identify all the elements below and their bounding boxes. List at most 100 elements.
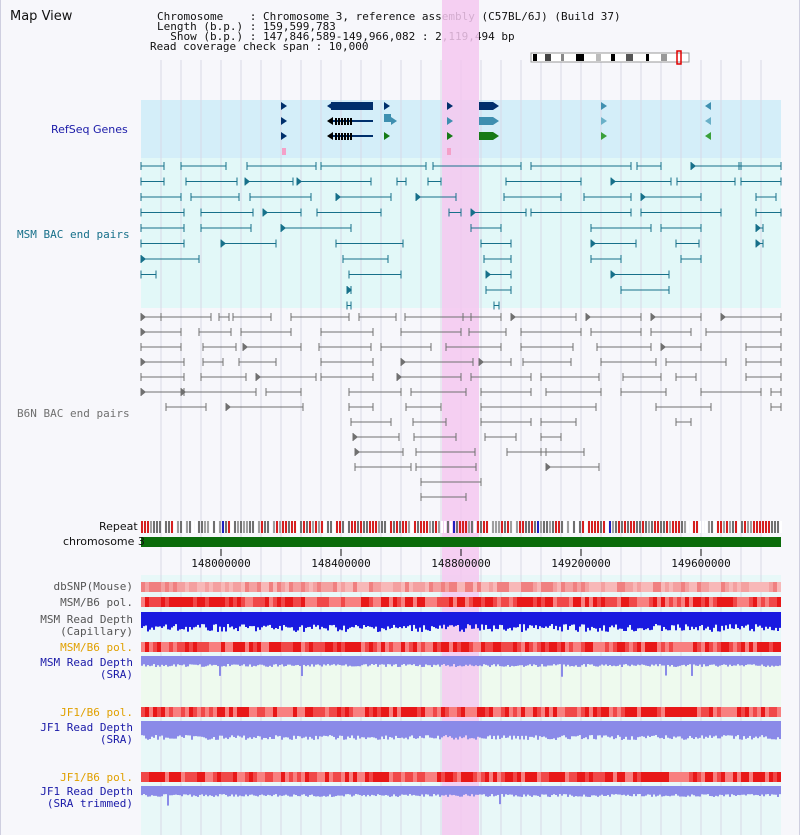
polymorphism-cell bbox=[629, 597, 633, 607]
read-depth-bar bbox=[339, 656, 341, 665]
msm-bac-label[interactable]: MSM BAC end pairs bbox=[17, 228, 130, 241]
read-depth-bar bbox=[177, 612, 179, 631]
polymorphism-cell bbox=[437, 642, 441, 652]
read-depth-bar bbox=[605, 786, 607, 796]
read-depth-bar bbox=[615, 656, 617, 667]
read-depth-bar bbox=[421, 656, 423, 667]
read-depth-bar bbox=[423, 721, 425, 739]
repeat-feature bbox=[621, 521, 623, 533]
polymorphism-cell bbox=[753, 642, 757, 652]
polymorphism-cell bbox=[401, 597, 405, 607]
polymorphism-cell bbox=[737, 772, 741, 782]
read-depth-bar bbox=[317, 721, 319, 740]
read-depth-bar bbox=[503, 656, 505, 667]
read-depth-bar bbox=[377, 612, 379, 632]
read-depth-bar bbox=[399, 721, 401, 739]
read-depth-bar bbox=[521, 656, 523, 666]
repeat-feature bbox=[246, 521, 248, 533]
read-depth-bar bbox=[163, 656, 165, 667]
read-depth-bar bbox=[297, 656, 299, 665]
polymorphism-cell bbox=[345, 597, 349, 607]
polymorphism-cell bbox=[229, 582, 233, 592]
repeat-feature bbox=[420, 521, 422, 533]
polymorphism-cell bbox=[377, 707, 381, 717]
polymorphism-cell bbox=[249, 582, 253, 592]
polymorphism-cell bbox=[385, 582, 389, 592]
polymorphism-cell bbox=[769, 707, 773, 717]
read-depth-bar bbox=[523, 656, 525, 667]
polymorphism-cell bbox=[617, 642, 621, 652]
read-depth-bar bbox=[549, 612, 551, 626]
polymorphism-cell bbox=[629, 642, 633, 652]
polymorphism-cell bbox=[721, 772, 725, 782]
polymorphism-cell bbox=[221, 707, 225, 717]
polymorphism-cell bbox=[689, 642, 693, 652]
polymorphism-cell bbox=[525, 772, 529, 782]
read-depth-bar bbox=[669, 612, 671, 631]
read-depth-bar bbox=[313, 786, 315, 797]
polymorphism-cell bbox=[365, 772, 369, 782]
polymorphism-cell bbox=[497, 582, 501, 592]
polymorphism-cell bbox=[513, 597, 517, 607]
repeat-feature bbox=[630, 521, 632, 533]
read-depth-bar bbox=[357, 612, 359, 627]
polymorphism-cell bbox=[537, 772, 541, 782]
read-depth-bar bbox=[293, 721, 295, 736]
polymorphism-cell bbox=[669, 642, 673, 652]
polymorphism-cell bbox=[217, 642, 221, 652]
polymorphism-cell bbox=[321, 642, 325, 652]
read-depth-bar bbox=[411, 656, 413, 666]
read-depth-bar bbox=[231, 786, 233, 795]
polymorphism-cell bbox=[569, 642, 573, 652]
read-depth-bar bbox=[169, 721, 171, 739]
read-depth-bar bbox=[151, 612, 153, 628]
read-depth-bar bbox=[219, 656, 221, 676]
polymorphism-cell bbox=[725, 597, 729, 607]
repeat-feature bbox=[729, 521, 731, 533]
read-depth-bar bbox=[765, 721, 767, 737]
polymorphism-cell bbox=[301, 707, 305, 717]
read-depth-bar bbox=[775, 612, 777, 628]
read-depth-bar bbox=[637, 612, 639, 629]
jf1-read-depth-sra-sublabel: (SRA) bbox=[99, 733, 133, 746]
read-depth-bar bbox=[169, 656, 171, 667]
repeat-feature bbox=[192, 521, 194, 533]
read-depth-bar bbox=[213, 786, 215, 797]
repeat-feature bbox=[582, 521, 584, 533]
repeat-feature bbox=[738, 521, 740, 533]
polymorphism-cell bbox=[705, 642, 709, 652]
polymorphism-cell bbox=[645, 707, 649, 717]
polymorphism-cell bbox=[441, 597, 445, 607]
read-depth-bar bbox=[435, 612, 437, 629]
polymorphism-cell bbox=[653, 772, 657, 782]
refseq-genes-label[interactable]: RefSeq Genes bbox=[51, 123, 128, 136]
read-depth-bar bbox=[315, 721, 317, 736]
read-depth-bar bbox=[239, 656, 241, 666]
polymorphism-cell bbox=[437, 772, 441, 782]
read-depth-bar bbox=[565, 786, 567, 795]
polymorphism-cell bbox=[157, 772, 161, 782]
read-depth-bar bbox=[181, 721, 183, 737]
read-depth-bar bbox=[741, 656, 743, 666]
repeat-feature bbox=[276, 521, 278, 533]
repeat-feature bbox=[177, 521, 179, 533]
read-depth-bar bbox=[185, 786, 187, 795]
polymorphism-cell bbox=[721, 642, 725, 652]
read-depth-bar bbox=[347, 612, 349, 630]
read-depth-bar bbox=[199, 786, 201, 795]
read-depth-bar bbox=[717, 612, 719, 632]
read-depth-bar bbox=[493, 612, 495, 626]
read-depth-bar bbox=[299, 786, 301, 797]
read-depth-bar bbox=[639, 612, 641, 629]
read-depth-bar bbox=[247, 612, 249, 629]
polymorphism-cell bbox=[577, 772, 581, 782]
jf1-read-depth-sra-label: JF1 Read Depth bbox=[40, 721, 133, 734]
polymorphism-cell bbox=[621, 772, 625, 782]
polymorphism-cell bbox=[345, 707, 349, 717]
read-depth-bar bbox=[243, 612, 245, 625]
read-depth-bar bbox=[549, 721, 551, 740]
read-depth-bar bbox=[305, 721, 307, 737]
read-depth-bar bbox=[623, 656, 625, 665]
b6n-bac-label[interactable]: B6N BAC end pairs bbox=[17, 407, 130, 420]
